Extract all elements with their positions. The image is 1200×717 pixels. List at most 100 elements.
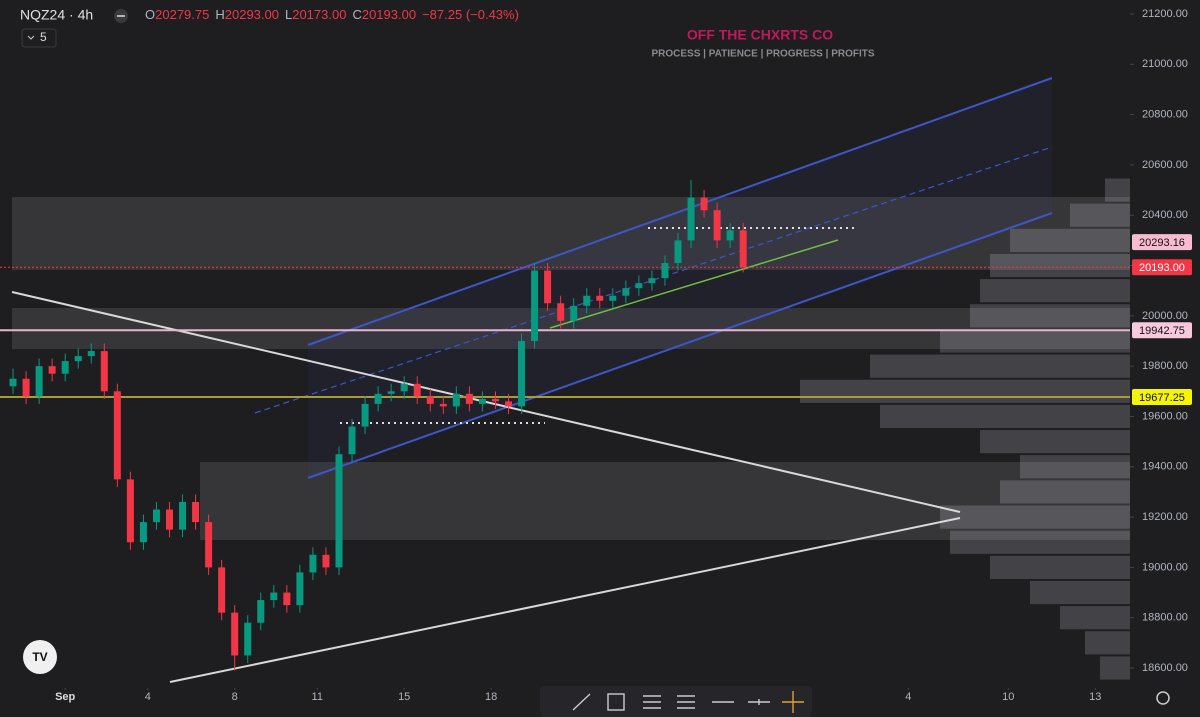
- volume-profile-bar: [950, 530, 1130, 554]
- price-badge-label: 19677.25: [1139, 392, 1185, 404]
- volume-profile-bar: [980, 279, 1130, 303]
- candle-body: [583, 295, 591, 306]
- watermark-subtitle: PROCESS | PATIENCE | PROGRESS | PROFITS: [651, 49, 874, 60]
- x-tick-label: 10: [1002, 691, 1014, 703]
- volume-profile-bar: [1030, 580, 1130, 605]
- settings-button[interactable]: [1156, 691, 1170, 705]
- price-badge-label: 19942.75: [1139, 325, 1185, 337]
- y-tick-label: 20400.00: [1142, 209, 1188, 221]
- ohlc-key: H: [215, 7, 224, 22]
- price-badge-label: 20293.16: [1139, 237, 1185, 249]
- volume-profile-bar: [940, 329, 1130, 353]
- channel-lower: [307, 212, 1053, 479]
- candle-body: [465, 393, 473, 404]
- candle-body: [270, 592, 278, 601]
- x-tick-label: 15: [398, 691, 410, 703]
- fib-tool[interactable]: [643, 695, 661, 709]
- indicator-toggle[interactable]: [21, 28, 57, 48]
- candle-body: [491, 398, 499, 402]
- volume-profile-bar: [1100, 656, 1130, 680]
- indicator-count: 5: [40, 30, 47, 44]
- volume-profile-bar: [980, 430, 1130, 454]
- y-tick-label: 19200.00: [1142, 511, 1188, 523]
- crosshair-tool[interactable]: [782, 691, 804, 713]
- trend-tool[interactable]: [572, 693, 591, 711]
- candle-body: [400, 383, 408, 392]
- channel-tool[interactable]: [677, 695, 695, 709]
- ohlc-value: 20293.00: [225, 7, 279, 22]
- candle-body: [22, 378, 30, 397]
- channel-fill: [308, 78, 1052, 478]
- zone: [200, 462, 1130, 540]
- x-tick-label: 13: [1089, 691, 1101, 703]
- trendline: [549, 239, 839, 329]
- ohlc-value: 20173.00: [292, 7, 346, 22]
- x-tick-label: 4: [905, 691, 911, 703]
- candle-body: [322, 554, 330, 568]
- volume-profile-bar: [970, 304, 1130, 328]
- chevron-icon: [27, 35, 35, 40]
- price-badge: [1132, 234, 1192, 251]
- rect-tool[interactable]: [607, 693, 625, 711]
- ray-tool[interactable]: [748, 699, 770, 705]
- volume-profile-bar: [1085, 631, 1130, 655]
- candle-body: [726, 230, 734, 241]
- y-tick-label: 18600.00: [1142, 662, 1188, 674]
- logo[interactable]: [23, 640, 57, 674]
- y-tick-label: 21000.00: [1142, 58, 1188, 70]
- triangle-line: [11, 291, 961, 513]
- ohlc-value: 20193.00: [362, 7, 416, 22]
- candle-body: [179, 501, 187, 530]
- candle-body: [283, 592, 291, 606]
- candle-body: [205, 522, 213, 568]
- y-tick-label: 19000.00: [1142, 561, 1188, 573]
- toolbar: [540, 686, 812, 717]
- candle-body: [609, 295, 617, 301]
- candle-body: [348, 426, 356, 455]
- watermark-title: OFF THE CHXRTS CO: [687, 27, 833, 43]
- y-tick-label: 21200.00: [1142, 8, 1188, 20]
- candle-body: [426, 396, 434, 404]
- candle-body: [413, 383, 421, 397]
- volume-profile-bar: [1000, 480, 1130, 504]
- candle-body: [674, 240, 682, 264]
- candle-body: [596, 295, 604, 301]
- candle-body: [335, 454, 343, 568]
- price-badge-label: 20193.00: [1139, 262, 1185, 274]
- volume-profile-bar: [880, 404, 1130, 429]
- candle-body: [570, 305, 578, 321]
- volume-profile-bar: [800, 379, 1130, 403]
- volume-profile-bar: [1070, 203, 1130, 227]
- price-badge: [1132, 259, 1192, 276]
- ohlc-key: L: [285, 7, 292, 22]
- candle-body: [9, 378, 17, 387]
- candle-body: [48, 366, 56, 374]
- price-badge: [1132, 322, 1192, 339]
- candle-body: [700, 197, 708, 211]
- x-tick-label: 8: [232, 691, 238, 703]
- candle-body: [622, 288, 630, 296]
- x-tick-label: 4: [145, 691, 151, 703]
- symbol: NQZ24 · 4h: [20, 7, 93, 23]
- candle-body: [544, 270, 552, 304]
- zone: [12, 197, 1130, 270]
- candle-body: [531, 270, 539, 341]
- volume-profile-bar: [1060, 606, 1130, 630]
- candle-body: [231, 612, 239, 656]
- candle-body: [152, 509, 160, 523]
- y-tick-label: 19600.00: [1142, 410, 1188, 422]
- triangle-line: [169, 517, 961, 683]
- candle-body: [557, 303, 565, 321]
- candle-body: [713, 210, 721, 241]
- candle-body: [61, 361, 69, 374]
- candle-body: [374, 393, 382, 404]
- candle-body: [257, 600, 265, 623]
- volume-profile-bar: [940, 505, 1130, 529]
- y-tick-label: 20800.00: [1142, 109, 1188, 121]
- marks: 18600.00 18800.00 19000.00 19200.00 19400.00…: [0, 8, 1192, 703]
- price-badge: [1132, 389, 1192, 406]
- x-tick-label: 18: [485, 691, 497, 703]
- svg-text:TV: TV: [32, 650, 47, 664]
- candle-body: [387, 391, 395, 394]
